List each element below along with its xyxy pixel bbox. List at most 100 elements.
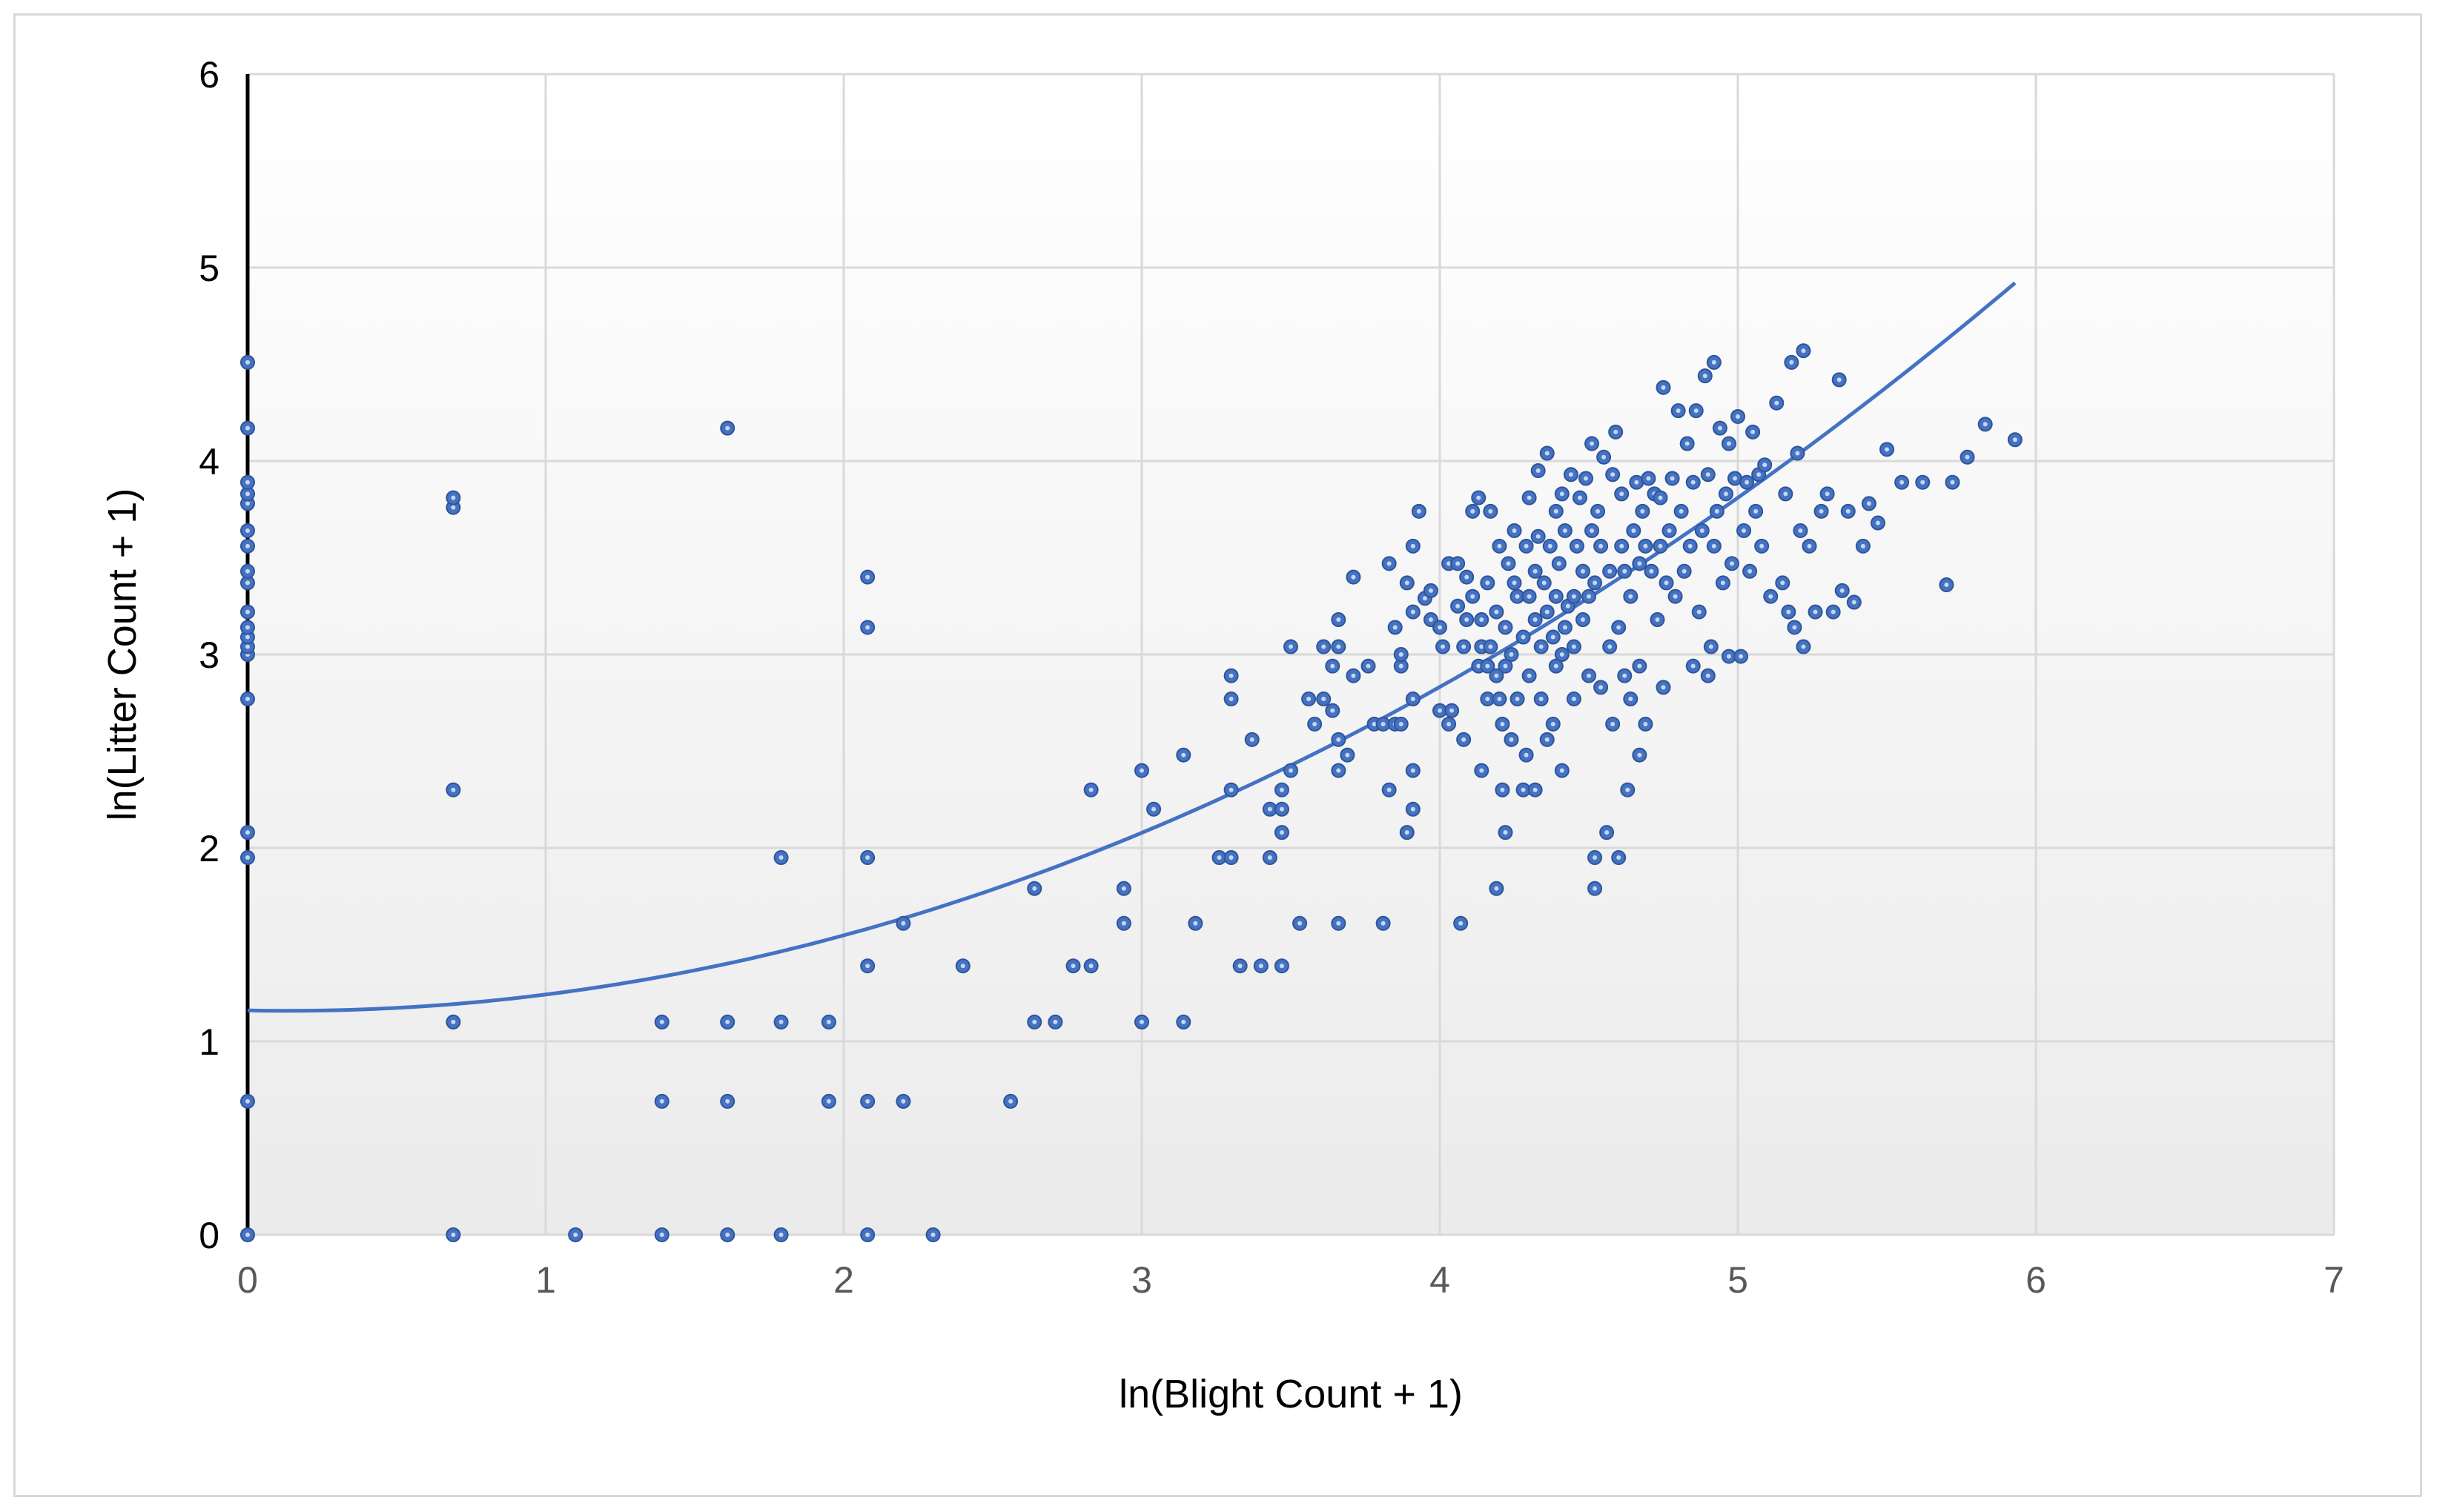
data-point-highlight [1509, 737, 1514, 742]
data-point-highlight [1410, 768, 1415, 773]
data-point-highlight [1524, 543, 1529, 548]
data-point-highlight [826, 1019, 831, 1024]
data-point-highlight [1742, 528, 1747, 533]
data-point-highlight [1649, 568, 1654, 574]
data-point-highlight [245, 697, 250, 702]
data-point-highlight [778, 1233, 784, 1237]
data-point-highlight [1485, 580, 1490, 586]
data-point-highlight [1410, 609, 1415, 614]
data-point-highlight [245, 501, 250, 506]
data-point-highlight [1687, 543, 1693, 548]
data-point-highlight [1604, 830, 1610, 835]
data-point-highlight [1267, 806, 1272, 812]
data-point-highlight [725, 1019, 730, 1024]
data-point-highlight [1449, 708, 1455, 713]
data-point-highlight [1590, 441, 1595, 446]
data-point-highlight [1500, 787, 1505, 792]
data-point-highlight [1587, 594, 1591, 599]
data-point-highlight [659, 1019, 664, 1024]
data-point-highlight [1386, 787, 1392, 792]
data-point-highlight [1345, 752, 1350, 757]
data-point-highlight [1398, 652, 1403, 657]
y-tick-label: 6 [199, 54, 219, 96]
data-point-highlight [1616, 855, 1621, 861]
data-point-highlight [1571, 697, 1576, 702]
data-point-highlight [245, 491, 250, 497]
data-point-highlight [1747, 568, 1753, 574]
data-point-highlight [1336, 644, 1341, 649]
data-point-highlight [1590, 528, 1595, 533]
data-point-highlight [1527, 495, 1532, 500]
data-point-highlight [1739, 654, 1744, 659]
data-point-highlight [451, 787, 456, 792]
data-point-highlight [1438, 625, 1442, 630]
data-point-highlight [865, 855, 870, 861]
data-point-highlight [1661, 685, 1666, 690]
data-point-highlight [1679, 508, 1684, 514]
data-point-highlight [1598, 543, 1604, 548]
data-point-highlight [1544, 451, 1550, 456]
data-point-highlight [1416, 508, 1421, 514]
data-point-highlight [1983, 422, 1988, 427]
data-point-highlight [1229, 697, 1234, 702]
data-point-highlight [1571, 594, 1576, 599]
y-tick-label: 5 [199, 248, 219, 289]
data-point-highlight [1053, 1019, 1058, 1024]
x-axis-title: ln(Blight Count + 1) [1119, 1372, 1463, 1416]
x-tick-label: 4 [1429, 1259, 1450, 1301]
data-point-highlight [1121, 921, 1126, 926]
data-point-highlight [1807, 543, 1812, 548]
data-point-highlight [1750, 429, 1756, 434]
data-point-highlight [1756, 472, 1762, 477]
data-point-highlight [1140, 768, 1144, 773]
data-point-highlight [1503, 625, 1508, 630]
data-point-highlight [1521, 787, 1526, 792]
data-point-highlight [1538, 644, 1544, 649]
data-point-highlight [245, 625, 250, 630]
data-point-highlight [1524, 752, 1529, 757]
data-point-highlight [1965, 454, 1970, 460]
data-point-highlight [960, 964, 965, 969]
data-point-highlight [778, 1019, 784, 1024]
data-point-highlight [1237, 964, 1243, 969]
data-point-highlight [1380, 721, 1386, 726]
data-point-highlight [1032, 1019, 1037, 1024]
data-point-highlight [245, 580, 250, 586]
data-point-highlight [826, 1098, 831, 1104]
data-point-highlight [1593, 855, 1598, 861]
data-point-highlight [1705, 472, 1710, 477]
scatter-chart: 0 1 2 3 4 5 6 7 0 1 2 3 4 5 6 ln(Blight Count + 1) ln… [100, 54, 2344, 1416]
data-point-highlight [725, 425, 730, 431]
data-point-highlight [1866, 501, 1871, 506]
data-point-highlight [1289, 644, 1293, 649]
data-point-highlight [1008, 1098, 1014, 1104]
y-tick-label: 1 [199, 1021, 219, 1063]
data-point-highlight [1544, 737, 1550, 742]
data-point-highlight [1321, 644, 1326, 649]
data-point-highlight [1658, 495, 1663, 500]
data-point-highlight [1229, 673, 1234, 678]
data-point-highlight [1556, 561, 1561, 566]
data-point-highlight [1538, 697, 1544, 702]
data-point-highlight [1819, 508, 1824, 514]
data-point-highlight [1568, 472, 1573, 477]
data-point-highlight [245, 359, 250, 365]
data-point-highlight [1825, 491, 1830, 497]
data-point-highlight [1631, 528, 1636, 533]
data-point-highlight [451, 1019, 456, 1024]
data-point-highlight [1613, 429, 1618, 434]
data-point-highlight [1428, 617, 1433, 623]
data-point-highlight [1470, 594, 1475, 599]
data-point-highlight [1479, 617, 1484, 623]
data-point-highlight [245, 543, 250, 548]
data-point-highlight [245, 830, 250, 835]
data-point-highlight [1593, 580, 1598, 586]
data-point-highlight [1684, 441, 1690, 446]
data-point-highlight [1745, 480, 1750, 485]
data-point-highlight [1506, 561, 1511, 566]
data-point-highlight [1455, 603, 1461, 609]
data-point-highlight [1699, 528, 1704, 533]
data-point-highlight [659, 1098, 664, 1104]
data-point-highlight [1768, 594, 1773, 599]
data-point-highlight [865, 1233, 870, 1237]
